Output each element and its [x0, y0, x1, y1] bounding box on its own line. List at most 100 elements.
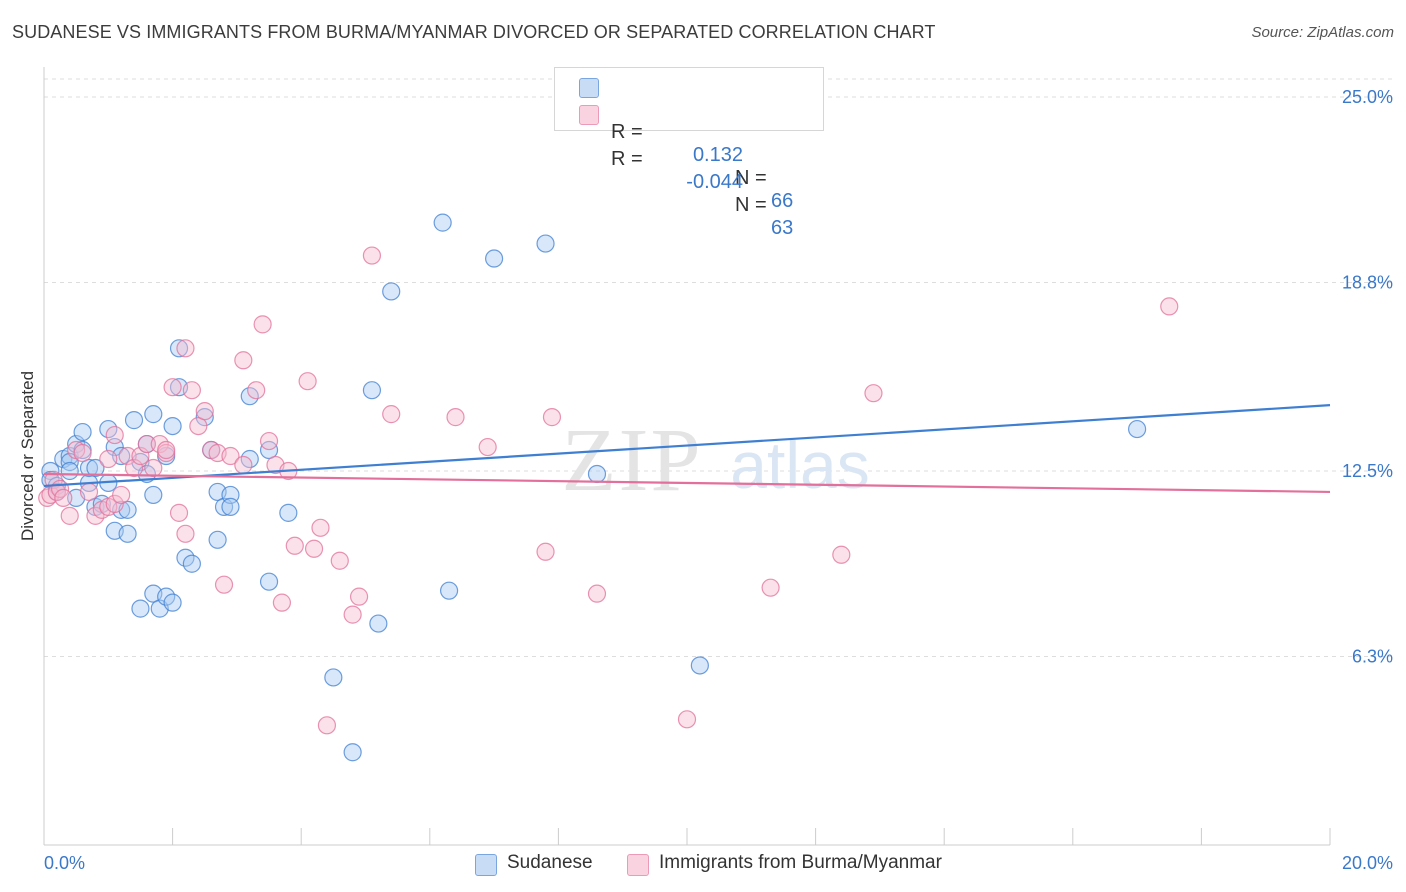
sudanese-point [208, 530, 227, 549]
burma-point [105, 425, 124, 445]
bottom-legend-label-sudanese: Sudanese [507, 852, 593, 873]
burma-point [234, 455, 253, 475]
y-tick-label: 12.5% [1342, 461, 1393, 481]
burma-point [349, 587, 369, 606]
sudanese-point [163, 593, 182, 612]
legend-row-burma: R = -0.044 N = 63 [579, 102, 793, 239]
sudanese-point [485, 249, 504, 268]
burma-point [182, 381, 201, 400]
sudanese-point [163, 416, 182, 436]
burma-point [317, 716, 337, 735]
burma-point [311, 518, 330, 537]
sudanese-point [169, 339, 189, 358]
burma-point [189, 416, 208, 436]
burma-point [234, 351, 253, 370]
sudanese-trend-line [43, 404, 1331, 488]
burma-point [382, 405, 401, 424]
burma-point [137, 434, 156, 454]
burma-point [343, 605, 362, 624]
burma-point [73, 443, 92, 463]
burma-point [214, 575, 234, 594]
burma-point [330, 551, 349, 570]
watermark-zip: ZIP [562, 411, 703, 510]
trend-lines [43, 404, 1331, 494]
burma-point [38, 488, 57, 508]
x-tick-label: 0.0% [44, 853, 85, 873]
correlation-legend: R = 0.132 N = 66 R = -0.044 N = 63 [554, 67, 824, 239]
x-tick-label: 20.0% [1342, 853, 1393, 873]
sudanese-point [221, 497, 240, 516]
bottom-legend-swatch-sudanese [475, 854, 497, 876]
burma-point [169, 503, 189, 522]
sudanese-point [144, 405, 163, 424]
burma-point [536, 542, 555, 561]
burma-point [176, 339, 195, 358]
burma-point [247, 381, 266, 400]
legend-swatch-sudanese [579, 78, 599, 98]
sudanese-point [86, 458, 105, 478]
x-tick-labels: 0.0% 20.0% [44, 853, 1393, 873]
burma-point [304, 539, 324, 558]
burma-point [272, 593, 292, 612]
bottom-legend-swatch-burma [627, 854, 649, 876]
burma-point [176, 524, 195, 543]
burma-point [478, 437, 497, 457]
sudanese-point [439, 581, 459, 600]
sudanese-point [343, 743, 362, 762]
y-tick-label: 25.0% [1342, 87, 1393, 107]
series-sudanese-points [41, 213, 1147, 762]
sudanese-point [131, 599, 150, 618]
legend-n-value: 66 [771, 190, 794, 212]
sudanese-point [587, 464, 607, 484]
burma-trend-line [43, 472, 1331, 494]
sudanese-point [118, 524, 137, 543]
sudanese-point [279, 503, 298, 522]
watermark: ZIP atlas [562, 411, 870, 510]
burma-point [99, 449, 118, 469]
burma-point [112, 485, 131, 505]
sudanese-point [362, 381, 382, 400]
legend-r-label: R = [611, 121, 649, 143]
burma-point [54, 488, 73, 508]
legend-r-label: R = [611, 148, 649, 170]
burma-point [195, 402, 214, 421]
legend-n-label: N = [735, 167, 773, 189]
sudanese-point [144, 485, 163, 505]
sudanese-point [79, 458, 99, 478]
sudanese-point [60, 461, 79, 481]
burma-point [864, 384, 883, 403]
legend-row-sudanese: R = 0.132 N = 66 [579, 75, 793, 212]
y-tick-label: 6.3% [1352, 646, 1393, 666]
sudanese-point [124, 411, 144, 430]
legend-n-label: N = [735, 194, 773, 216]
sudanese-point [690, 656, 709, 675]
sudanese-point [195, 408, 214, 427]
sudanese-point [324, 668, 343, 687]
burma-point [163, 378, 182, 397]
sudanese-point [369, 614, 388, 633]
sudanese-point [433, 213, 452, 232]
y-tick-label: 18.8% [1342, 272, 1393, 292]
burma-point [221, 446, 240, 466]
y-axis-label: Divorced or Separated [18, 370, 37, 542]
series-burma-points [38, 246, 1179, 735]
burma-point [761, 578, 780, 597]
burma-point [253, 315, 272, 334]
sudanese-point [182, 554, 201, 573]
y-tick-labels: 6.3% 12.5% 18.8% 25.0% [1342, 87, 1393, 667]
burma-point [587, 584, 607, 603]
burma-point [446, 408, 465, 427]
burma-point [79, 482, 99, 502]
legend-swatch-burma [579, 105, 599, 125]
burma-point [832, 545, 851, 564]
legend-r-value: -0.044 [686, 171, 743, 193]
burma-point [362, 246, 382, 265]
burma-point [105, 494, 124, 513]
burma-point [144, 458, 163, 478]
burma-point [677, 710, 697, 729]
burma-point [298, 372, 317, 391]
axes [43, 67, 1331, 846]
burma-point [285, 536, 304, 555]
bottom-legend-label-burma: Immigrants from Burma/Myanmar [659, 852, 942, 873]
